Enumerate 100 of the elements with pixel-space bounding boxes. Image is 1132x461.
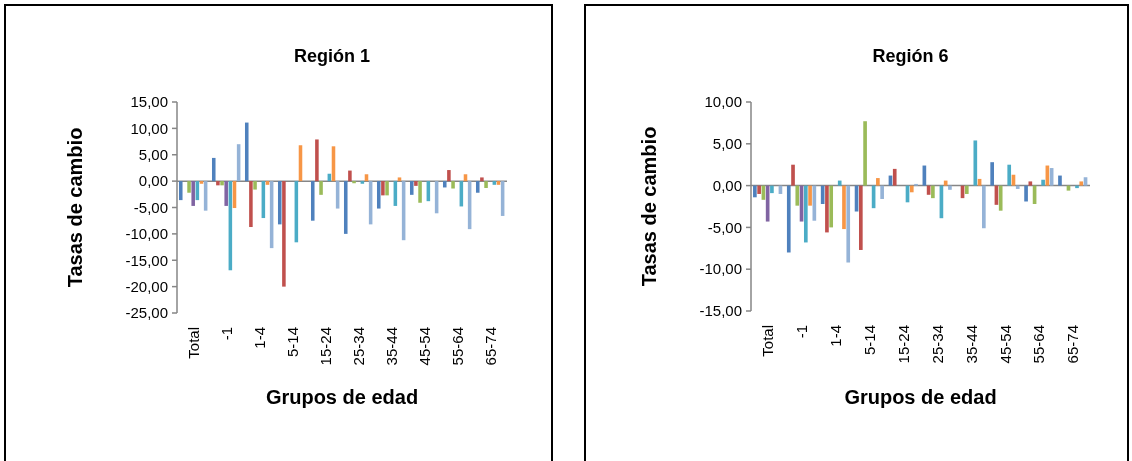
bar [319, 181, 323, 195]
bar [475, 181, 480, 193]
bar [496, 181, 501, 185]
bar [343, 181, 348, 234]
bar [786, 185, 791, 253]
bar [397, 177, 402, 182]
x-tick-label: 35-44 [382, 327, 400, 366]
x-tick-label: 45-54 [996, 325, 1014, 364]
x-tick-label: 55-64 [1030, 325, 1048, 364]
bar [414, 181, 418, 186]
bar [484, 181, 488, 188]
bar [842, 185, 846, 230]
bar [837, 180, 842, 186]
y-tick-label: -5,00 [133, 198, 168, 216]
y-tick-label: 0,00 [712, 176, 742, 194]
y-tick-label: -25,00 [125, 304, 168, 322]
bar [791, 164, 795, 186]
x-tick-label: Total [759, 325, 777, 357]
bar [492, 181, 497, 185]
x-tick-label: -1 [793, 325, 811, 339]
bar [829, 185, 834, 228]
x-tick-label: 45-54 [415, 327, 433, 366]
y-tick-label: -20,00 [125, 277, 168, 295]
bar [265, 181, 270, 185]
bar [220, 181, 224, 186]
x-tick-label: Total [184, 327, 202, 359]
bar [451, 181, 455, 189]
bar [282, 181, 286, 287]
x-tick-label: 15-24 [894, 325, 912, 364]
bar [909, 185, 914, 193]
bar [187, 181, 191, 193]
bar [360, 181, 365, 184]
bar [315, 139, 319, 182]
y-axis-title: Tasas de cambio [64, 127, 86, 288]
bar [892, 168, 897, 186]
bar [803, 185, 808, 243]
y-tick-label: -15,00 [699, 302, 742, 320]
bar [442, 181, 447, 188]
bar [244, 122, 249, 182]
bar [964, 185, 969, 194]
bar [1079, 181, 1084, 186]
bar [385, 181, 389, 196]
bar [753, 185, 757, 198]
bar [1007, 164, 1012, 186]
bar [863, 121, 867, 186]
bar [376, 181, 381, 209]
bar [859, 185, 863, 250]
bar [352, 181, 356, 184]
x-tick-label: 65-74 [481, 327, 499, 366]
x-tick-label: 1-4 [250, 327, 268, 349]
bar [191, 181, 195, 206]
bar [973, 140, 978, 186]
bar [211, 157, 216, 182]
bar [277, 181, 282, 225]
bar [348, 170, 352, 182]
bar [199, 181, 204, 184]
x-tick-label: 35-44 [962, 325, 980, 364]
bar [1015, 185, 1020, 189]
bar [409, 181, 414, 195]
bar [1058, 175, 1062, 186]
bar [982, 185, 986, 229]
x-axis-title: Grupos de edad [265, 386, 419, 408]
x-tick-label: 5-14 [860, 325, 878, 356]
y-tick-label: 10,00 [704, 93, 742, 111]
bar [253, 181, 257, 190]
bar [998, 185, 1003, 211]
y-tick-label: -15,00 [125, 251, 168, 269]
bar [216, 181, 220, 186]
x-axis-title: Grupos de edad [844, 386, 997, 408]
x-tick-label: 25-34 [349, 327, 367, 366]
bar [447, 170, 451, 182]
y-tick-label: 0,00 [138, 172, 168, 190]
bar [795, 185, 800, 206]
bar [178, 181, 183, 201]
bar [876, 178, 880, 186]
bar [808, 185, 812, 206]
bar [880, 185, 884, 199]
x-tick-label: 1-4 [827, 325, 844, 347]
bar [1041, 179, 1045, 186]
chart-title: Región 1 [293, 46, 371, 66]
bar [846, 185, 851, 263]
y-tick-label: 5,00 [712, 135, 742, 153]
bar [948, 185, 952, 190]
bar [757, 185, 761, 194]
bar [224, 181, 228, 206]
bar [825, 185, 829, 233]
chart-title: Región 6 [872, 46, 949, 66]
bar [943, 180, 948, 186]
bar [1024, 185, 1028, 202]
bar [418, 181, 422, 203]
bar [249, 181, 253, 228]
x-tick-label: -1 [217, 327, 235, 341]
x-tick-label: 55-64 [448, 327, 466, 366]
y-tick-label: 5,00 [138, 146, 168, 163]
y-tick-label: -10,00 [125, 225, 168, 243]
bar [480, 177, 484, 182]
x-tick-label: 5-14 [283, 327, 301, 358]
x-tick-label: 65-74 [1064, 325, 1082, 364]
y-tick-label: -5,00 [707, 218, 742, 236]
y-axis-title: Tasas de cambio [638, 126, 660, 287]
